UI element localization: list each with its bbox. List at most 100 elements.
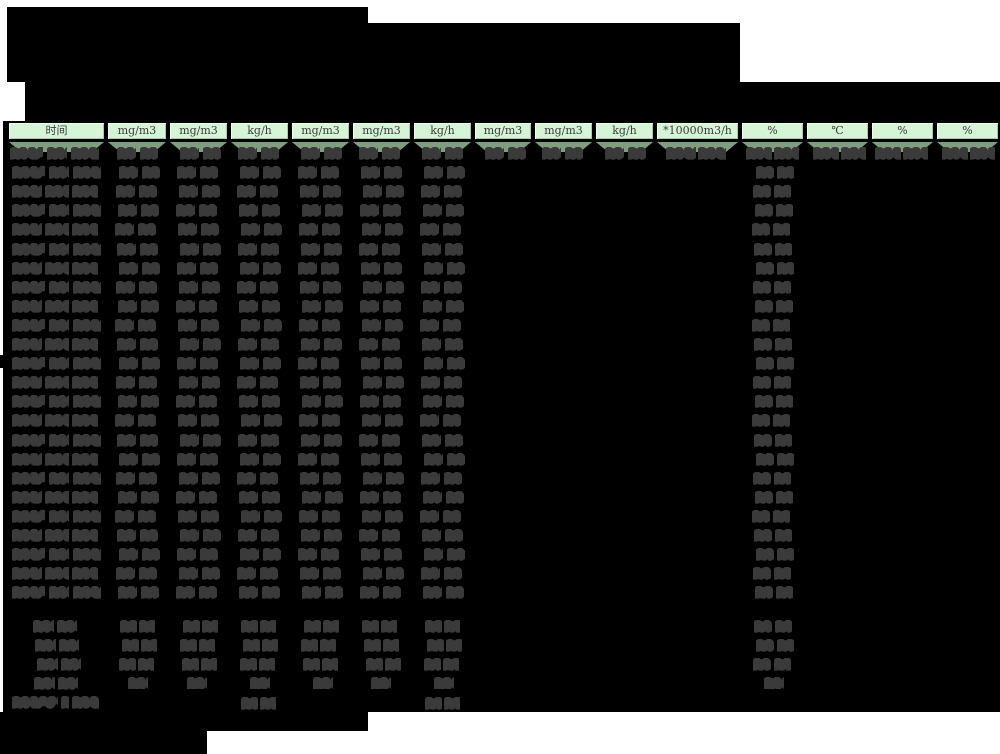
blob-segment (772, 318, 790, 332)
blob-segment (542, 147, 561, 160)
blob-segment (45, 223, 69, 237)
redacted-value (176, 586, 217, 600)
blob-segment (260, 620, 276, 633)
blob-segment (421, 280, 440, 294)
blob-segment (201, 658, 217, 672)
blob-segment (45, 338, 69, 351)
blob-segment (264, 223, 282, 237)
redacted-summary-value (121, 639, 157, 653)
blob-segment (424, 261, 443, 275)
redacted-value (423, 395, 464, 409)
redacted-summary-value (243, 639, 278, 653)
blob-segment (203, 433, 221, 447)
blob-segment (115, 185, 135, 199)
redacted-timestamp (12, 586, 101, 600)
blob-segment (237, 280, 256, 294)
blob-segment (301, 147, 320, 160)
blob-segment (180, 242, 199, 256)
header-cell-unit-8[interactable]: mg/m3 (533, 121, 594, 141)
redacted-value (115, 471, 157, 485)
blob-segment (775, 395, 793, 409)
header-cell-unit-13[interactable]: % (870, 121, 935, 141)
blob-segment (841, 147, 866, 160)
blob-segment (118, 166, 138, 180)
blob-segment (49, 509, 69, 523)
blob-segment (261, 147, 279, 160)
blob-segment (752, 471, 771, 485)
blob-segment (73, 433, 101, 447)
blob-segment (774, 147, 799, 160)
blob-segment (775, 299, 793, 313)
redacted-value (238, 147, 279, 160)
blob-segment (49, 166, 69, 180)
redacted-footer-value (241, 697, 276, 710)
blob-segment (262, 299, 280, 313)
blob-segment (260, 567, 278, 581)
redacted-value (118, 357, 160, 371)
header-cell-unit-3[interactable]: kg/h (229, 121, 290, 141)
redacted-timestamp (12, 185, 98, 199)
redacted-value (751, 509, 790, 523)
blob-segment (299, 223, 318, 237)
redacted-summary-value (119, 620, 155, 633)
redacted-value (239, 586, 280, 600)
blob-segment (773, 376, 791, 390)
blob-segment (299, 318, 318, 332)
header-cell-unit-1[interactable]: mg/m3 (106, 121, 168, 141)
first-row-cell-highlight (353, 142, 410, 152)
redacted-value (237, 280, 278, 294)
header-cell-unit-10[interactable]: *10000m3/h (655, 121, 740, 141)
header-cell-unit-12[interactable]: ℃ (805, 121, 870, 141)
redacted-value (752, 471, 791, 485)
blob-segment (382, 242, 400, 256)
blob-segment (201, 223, 219, 237)
blob-segment (72, 261, 98, 275)
blob-segment (73, 548, 101, 562)
redacted-timestamp (12, 318, 101, 332)
blob-segment (382, 338, 400, 351)
blob-segment (755, 261, 774, 275)
blob-segment (386, 376, 404, 390)
blob-segment (384, 166, 402, 180)
header-cell-unit-14[interactable]: % (935, 121, 1000, 141)
blob-segment (322, 223, 340, 237)
header-cell-unit-0[interactable]: 时间 (7, 121, 106, 141)
blob-segment (114, 318, 134, 332)
header-cell-unit-5[interactable]: mg/m3 (351, 121, 412, 141)
blob-segment (200, 548, 218, 562)
blob-segment (382, 433, 400, 447)
header-cell-unit-6[interactable]: kg/h (412, 121, 473, 141)
blob-segment (264, 509, 282, 523)
blob-segment (199, 639, 215, 653)
header-cell-unit-4[interactable]: mg/m3 (290, 121, 351, 141)
header-cell-unit-2[interactable]: mg/m3 (168, 121, 229, 141)
blob-segment (752, 658, 771, 672)
blob-segment (755, 639, 774, 653)
blob-segment (875, 147, 901, 160)
blob-segment (446, 639, 462, 653)
blob-segment (751, 318, 770, 332)
redacted-value (237, 567, 278, 581)
first-row-cell-highlight (231, 142, 288, 152)
blob-segment (262, 204, 280, 218)
blob-segment (382, 529, 400, 542)
blob-segment (360, 299, 379, 313)
blob-segment (447, 357, 465, 371)
blob-segment (176, 204, 195, 218)
blob-segment (117, 299, 137, 313)
blob-segment (202, 185, 220, 199)
blob-segment (201, 509, 219, 523)
redacted-value (359, 338, 400, 351)
blob-segment (72, 529, 98, 542)
header-cell-unit-7[interactable]: mg/m3 (473, 121, 533, 141)
redacted-summary-value (240, 658, 275, 672)
blob-segment (179, 376, 198, 390)
header-cell-unit-11[interactable]: % (740, 121, 805, 141)
redacted-value (298, 166, 339, 180)
blob-segment (772, 414, 790, 428)
blob-segment (360, 586, 379, 600)
blob-segment (45, 414, 69, 428)
blob-segment (445, 147, 463, 160)
header-cell-unit-9[interactable]: kg/h (594, 121, 655, 141)
blob-segment (139, 338, 158, 351)
